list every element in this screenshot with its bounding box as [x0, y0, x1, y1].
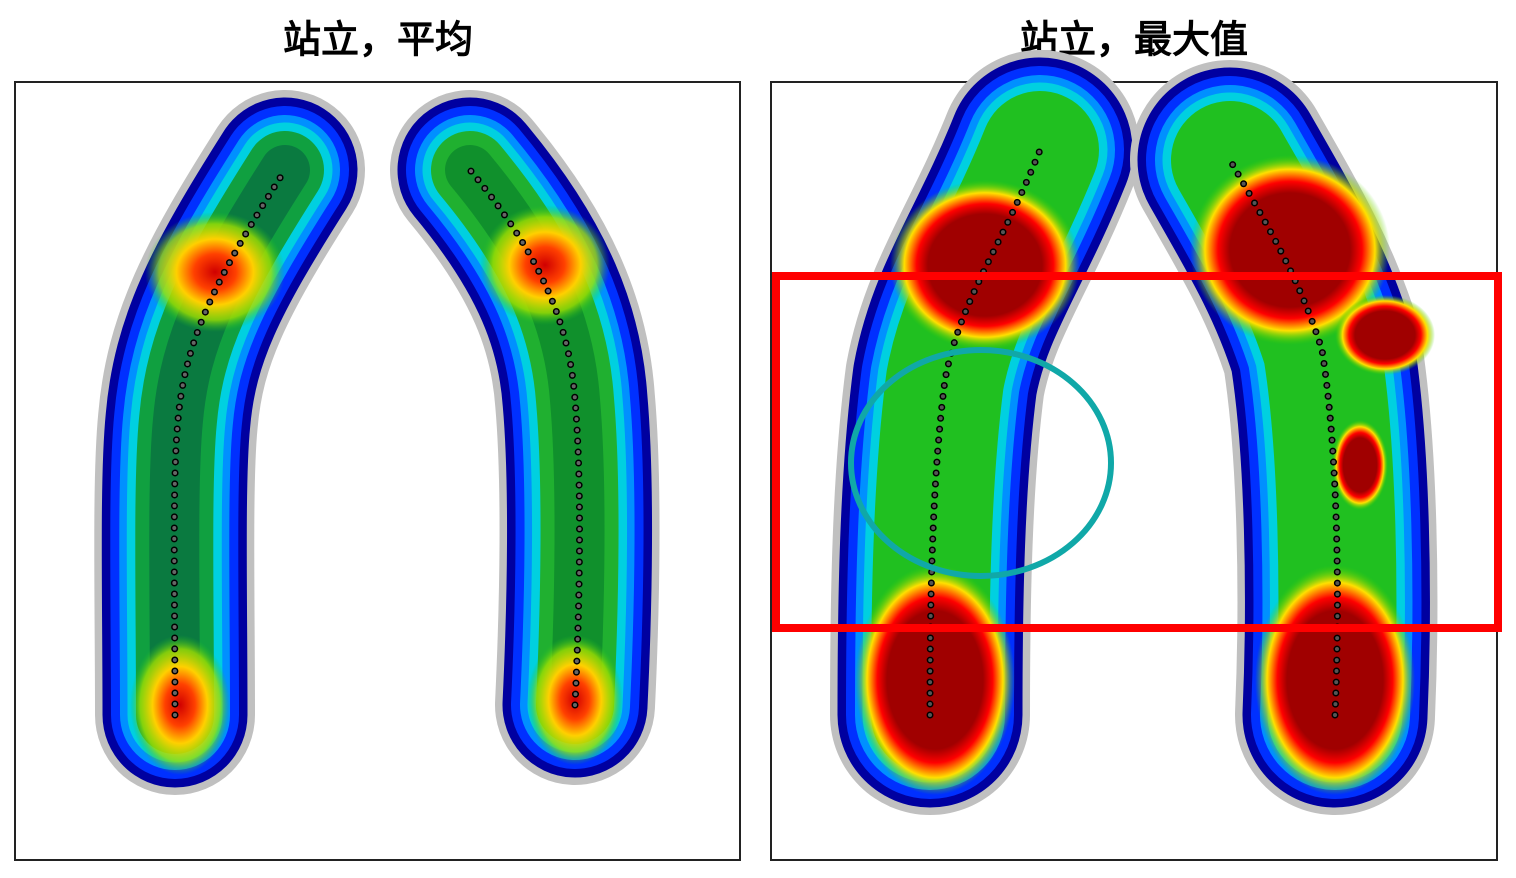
- highlight-ellipse: [848, 347, 1114, 579]
- highlight-rectangle: [772, 272, 1502, 632]
- foot-maps-maximum: [855, 150, 1435, 795]
- foot-maps-average: [130, 170, 623, 775]
- panel-title: 站立，平均: [283, 18, 473, 62]
